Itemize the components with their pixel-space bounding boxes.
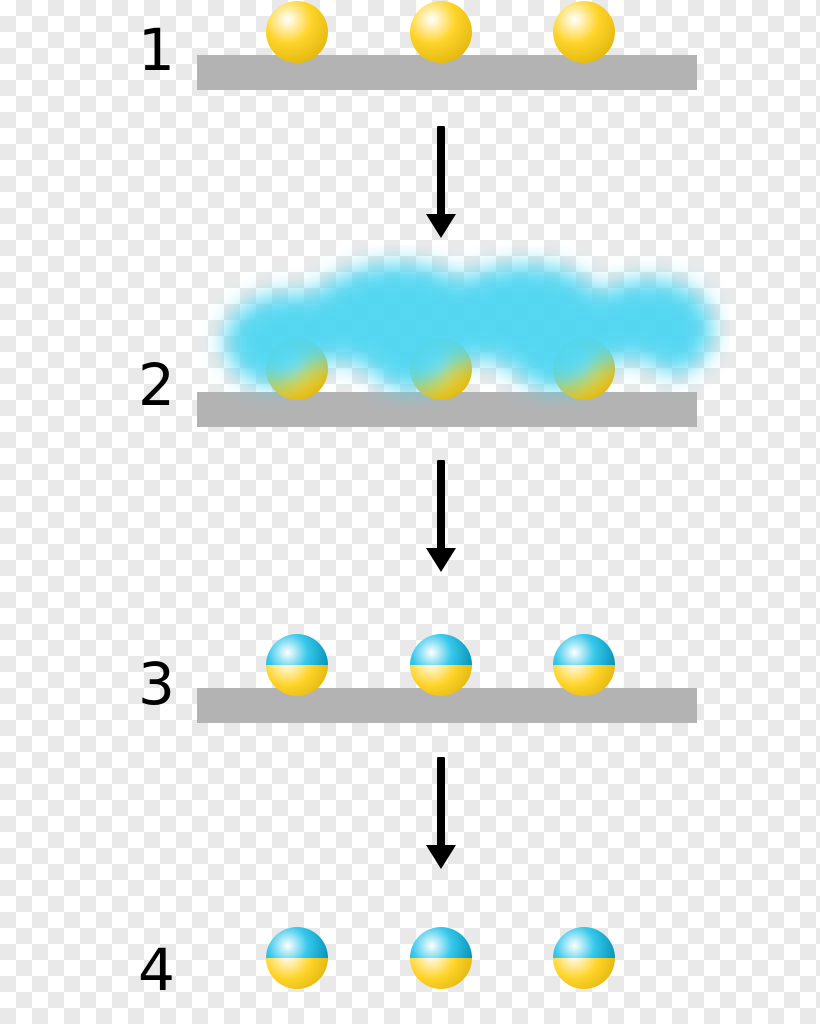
particle-step1-3 xyxy=(553,1,615,63)
particle-step3-3 xyxy=(553,634,615,696)
step-number-3: 3 xyxy=(138,650,175,718)
step-number-2: 2 xyxy=(138,351,175,419)
particle-step2-1 xyxy=(266,338,328,400)
particle-step1-1 xyxy=(266,1,328,63)
particle-step3-1 xyxy=(266,634,328,696)
step-number-4: 4 xyxy=(138,936,175,1004)
arrow-3 xyxy=(422,757,460,877)
particle-step1-2 xyxy=(410,1,472,63)
particle-step4-1 xyxy=(266,927,328,989)
particle-step2-3 xyxy=(553,338,615,400)
particle-step4-3 xyxy=(553,927,615,989)
particle-step3-2 xyxy=(410,634,472,696)
transparency-background xyxy=(0,0,820,1024)
arrow-2 xyxy=(422,460,460,580)
step-number-1: 1 xyxy=(138,16,175,84)
particle-step2-2 xyxy=(410,338,472,400)
arrow-1 xyxy=(422,126,460,246)
particle-step4-2 xyxy=(410,927,472,989)
